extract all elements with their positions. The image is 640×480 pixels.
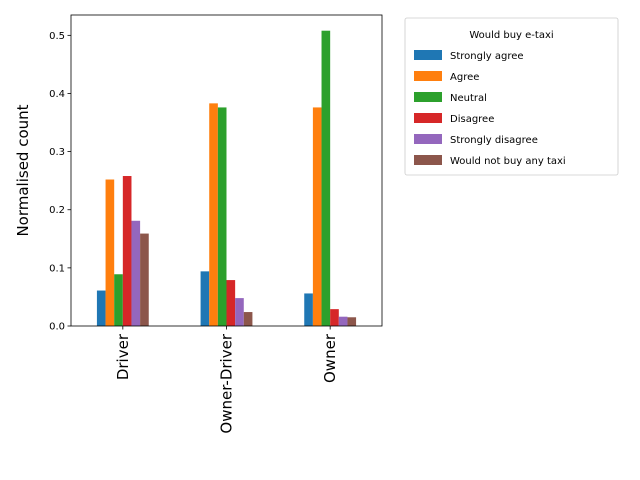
legend-swatch [414,50,442,60]
x-category-label: Owner [321,333,339,383]
y-tick-label: 0.1 [49,263,65,274]
bar-owner-agree [312,107,322,327]
legend-entry-label: Neutral [450,93,487,104]
bar-owner-driver-strongly-disagree [235,298,244,326]
y-tick-label: 0.5 [49,31,65,42]
legend-items: Strongly agree Agree Neutral Disagree Strong… [414,50,566,167]
legend-entry-label: Would not buy any taxi [450,156,566,167]
legend-entry-label: Strongly disagree [450,135,538,146]
bar-driver-agree [105,179,115,326]
bar-owner-driver-strongly-agree [200,271,210,326]
bar-driver-would-not-buy-any-taxi [140,233,149,326]
bars-layer [96,30,357,327]
bar-driver-strongly-agree [96,290,106,326]
bar-owner-driver-disagree [226,280,236,326]
y-tick-label: 0.0 [49,322,65,333]
legend-title: Would buy e-taxi [469,30,553,41]
bar-owner-driver-would-not-buy-any-taxi [243,312,253,326]
bar-owner-driver-neutral [217,107,227,327]
x-category-label: Driver [114,333,132,380]
y-tick-label: 0.4 [49,89,65,100]
bar-driver-neutral [114,274,123,326]
legend-entry-label: Disagree [450,114,494,125]
legend-entry-label: Strongly agree [450,51,524,62]
legend-box [404,17,619,176]
legend-swatch [414,92,442,102]
x-category-label: Owner-Driver [218,333,236,433]
bar-owner-strongly-agree [304,293,313,326]
y-axis-label: Normalised count [14,104,32,236]
legend-swatch [414,134,442,144]
bar-driver-strongly-disagree [131,220,141,326]
legend-swatch [414,71,442,81]
bar-owner-neutral [321,30,331,326]
bar-driver-disagree [122,176,132,326]
legend: Would buy e-taxi Strongly agree Agree Neut… [404,17,619,176]
legend-entry-label: Agree [450,72,479,83]
legend-swatch [414,113,442,123]
bar-owner-would-not-buy-any-taxi [347,317,357,326]
bar-owner-strongly-disagree [338,316,348,326]
bar-owner-disagree [330,309,339,326]
legend-swatch [414,155,442,165]
x-axis: Driver Owner-Driver Owner [114,326,339,434]
y-tick-label: 0.3 [49,147,65,158]
y-axis: 0.0 0.1 0.2 0.3 0.4 0.5 [49,31,71,333]
bar-owner-driver-agree [209,103,218,326]
y-tick-label: 0.2 [49,205,65,216]
